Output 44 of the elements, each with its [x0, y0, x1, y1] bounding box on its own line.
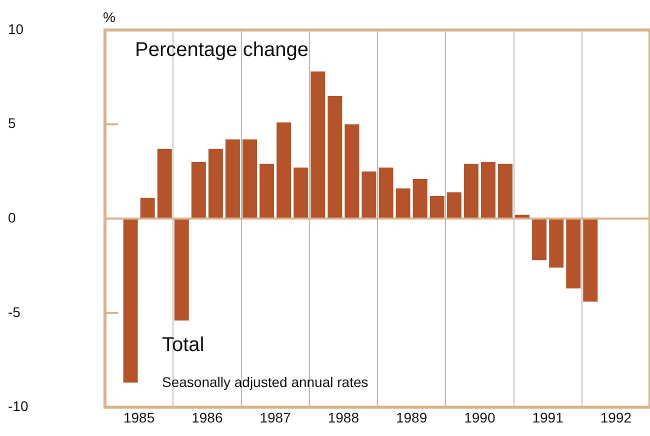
chart-title: Percentage change [135, 39, 308, 61]
y-axis-title: % [103, 9, 116, 25]
x-tick-label: 1986 [192, 409, 223, 426]
x-tick-label: 1987 [260, 409, 292, 426]
x-tick-label: 1991 [532, 409, 564, 426]
bar [396, 188, 410, 219]
bar [208, 148, 223, 219]
bar [260, 164, 274, 219]
bar [362, 171, 376, 219]
annotation: Seasonally adjusted annual rates [162, 374, 368, 390]
bar [549, 218, 564, 268]
bar [464, 164, 478, 219]
bar [412, 178, 428, 219]
x-tick-label: 1992 [600, 409, 632, 426]
x-tick-label: 1989 [396, 409, 428, 426]
bar [498, 164, 512, 219]
x-tick-label: 1988 [328, 409, 360, 426]
y-tick-label: 0 [8, 209, 16, 226]
annotation: Total [162, 334, 204, 356]
bar [191, 162, 206, 219]
bar [310, 71, 326, 219]
bar [242, 139, 258, 219]
bar [157, 148, 172, 219]
y-tick-label: 10 [8, 20, 24, 37]
bar [480, 162, 496, 219]
bar [276, 122, 292, 219]
bar [532, 218, 547, 260]
bar [174, 218, 189, 320]
bar [344, 124, 360, 219]
x-tick-label: 1985 [123, 409, 155, 426]
bar [328, 96, 342, 219]
bar [583, 218, 598, 302]
bar [430, 196, 444, 219]
bar [566, 218, 581, 288]
y-tick-label: -10 [8, 398, 28, 414]
bar [378, 168, 394, 219]
bar [446, 192, 462, 219]
bar [140, 198, 155, 219]
bar [225, 139, 240, 219]
y-tick-label: 5 [8, 115, 16, 132]
bar [294, 168, 308, 219]
bar [123, 218, 138, 383]
x-tick-label: 1990 [464, 409, 496, 426]
y-tick-label: -5 [8, 304, 21, 320]
